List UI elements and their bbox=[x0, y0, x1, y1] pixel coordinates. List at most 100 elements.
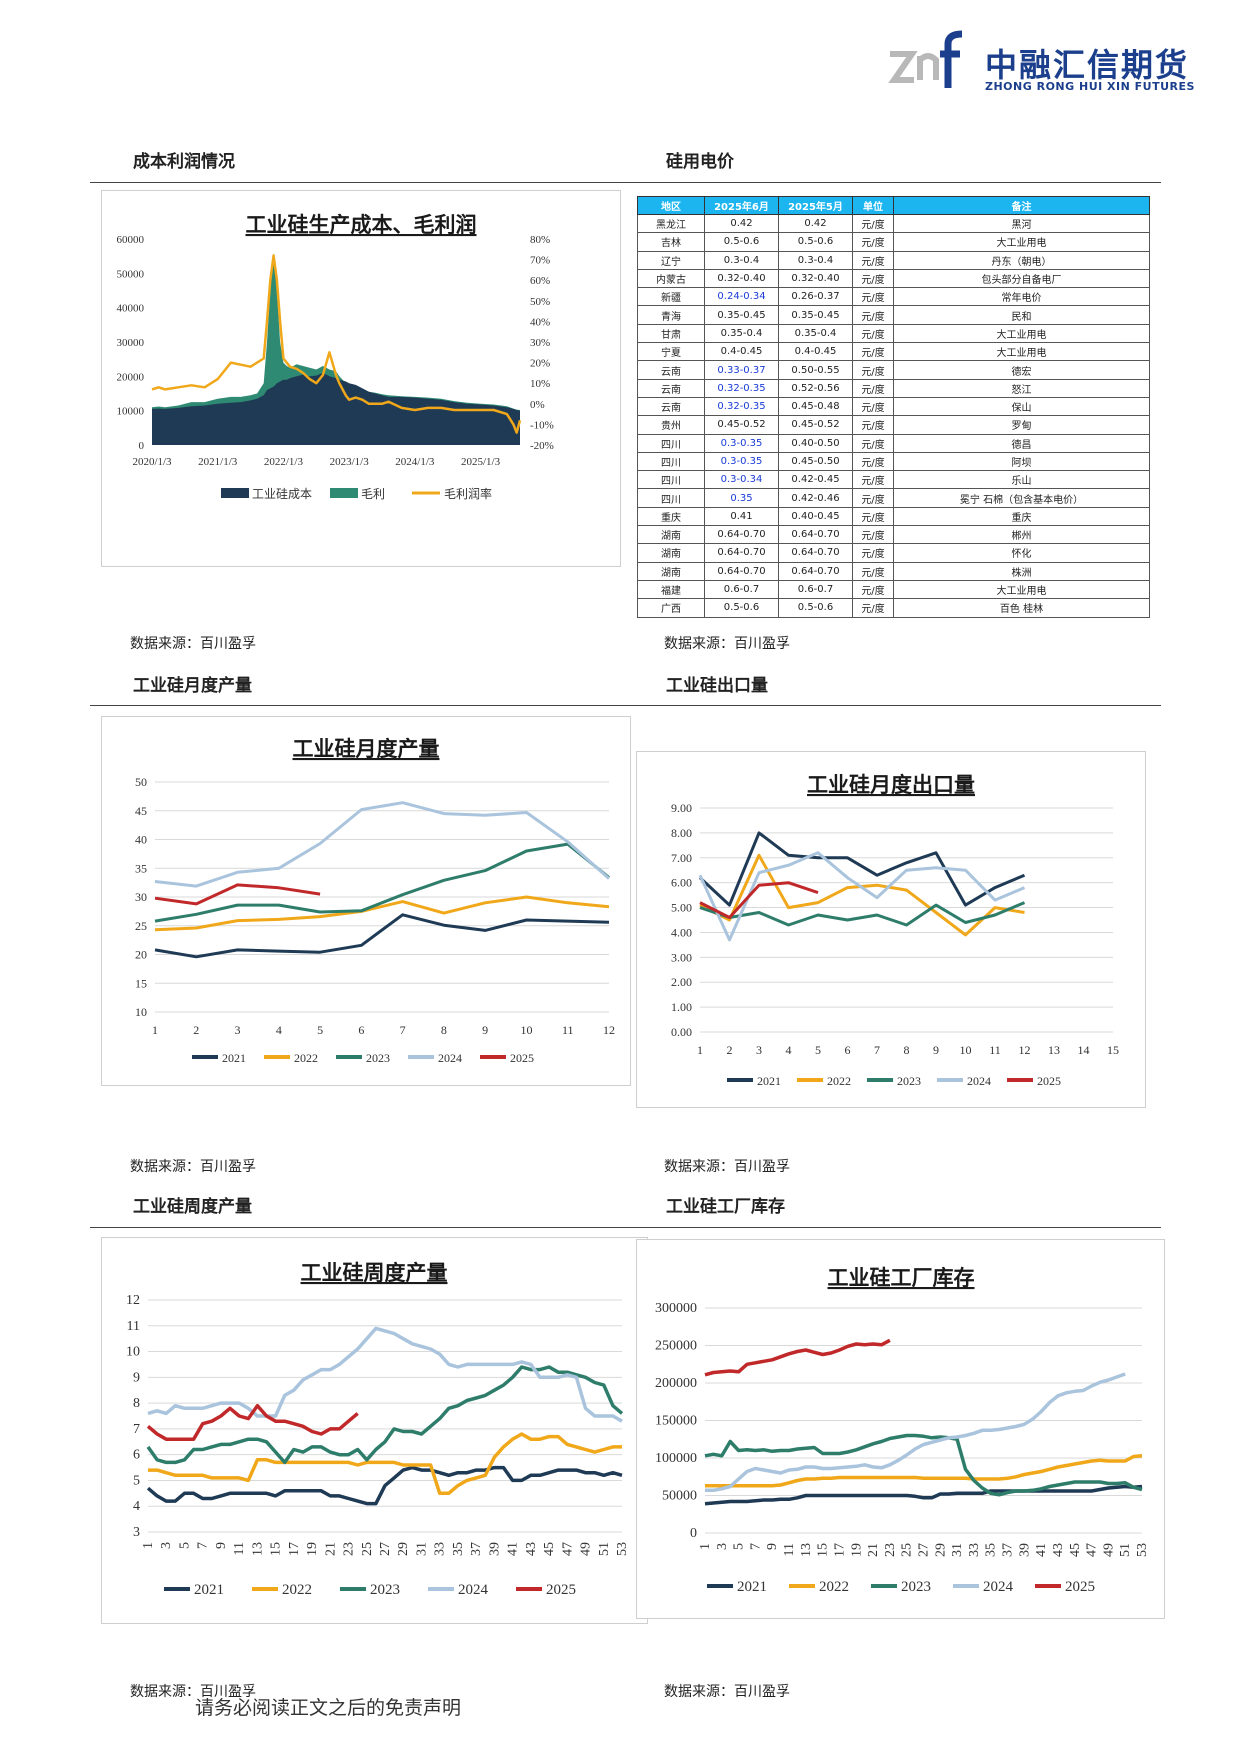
series-line-2021 bbox=[154, 913, 610, 959]
legend-label: 2025 bbox=[546, 1582, 576, 1598]
legend-label: 2022 bbox=[827, 1074, 851, 1088]
y-tick-label: 60000 bbox=[117, 234, 145, 246]
section-title-cost-profit: 成本利润情况 bbox=[133, 152, 235, 172]
x-tick-label: 2 bbox=[727, 1043, 733, 1057]
x-tick-label: 25 bbox=[360, 1542, 375, 1556]
may-price-cell: 0.40-0.45 bbox=[778, 506, 853, 527]
y-tick-label: 8.00 bbox=[671, 826, 692, 840]
company-logo-mark bbox=[888, 30, 963, 88]
y-tick-label: 3 bbox=[133, 1525, 140, 1540]
y-tick-label: 10 bbox=[126, 1345, 140, 1360]
x-tick-label: 11 bbox=[989, 1043, 1001, 1057]
x-tick-label: 13 bbox=[799, 1543, 814, 1557]
cost-profit-chart-frame: 工业硅生产成本、毛利润 0 10000 20000 30000 40000 50000 600… bbox=[101, 190, 621, 567]
series-line-2021 bbox=[146, 1465, 623, 1506]
may-price-cell: 0.5-0.6 bbox=[778, 232, 853, 252]
y-tick-label: 50000 bbox=[662, 1489, 697, 1504]
x-tick-label: 51 bbox=[1118, 1543, 1133, 1557]
y-right-tick-label: 10% bbox=[530, 378, 550, 390]
region-cell: 贵州 bbox=[637, 415, 705, 435]
y-right-tick-label: 30% bbox=[530, 337, 550, 349]
x-tick-label: 7 bbox=[196, 1542, 211, 1549]
y-tick-label: 25 bbox=[135, 919, 147, 933]
table-row: 云南 0.32-0.35 0.45-0.48 元/度 保山 bbox=[637, 396, 1150, 417]
unit-cell: 元/度 bbox=[852, 360, 894, 380]
y-tick-label: 2.00 bbox=[671, 975, 692, 989]
chart-title: 工业硅生产成本、毛利润 bbox=[246, 213, 477, 237]
table-row: 贵州 0.45-0.52 0.45-0.52 元/度 罗甸 bbox=[637, 415, 1150, 435]
jun-price-cell: 0.64-0.70 bbox=[704, 525, 779, 545]
legend-label: 2025 bbox=[1065, 1579, 1095, 1595]
y-tick-label: 3.00 bbox=[671, 950, 692, 964]
region-cell: 黑龙江 bbox=[637, 213, 705, 234]
region-cell: 重庆 bbox=[637, 506, 705, 527]
table-row: 四川 0.3-0.35 0.40-0.50 元/度 德昌 bbox=[637, 433, 1150, 453]
power-price-table: 地区 2025年6月 2025年5月 单位 备注 黑龙江 0.42 0.42 元/度黑… bbox=[637, 196, 1150, 618]
y-tick-label: 1.00 bbox=[671, 1000, 692, 1014]
y-tick-label: 4.00 bbox=[671, 925, 692, 939]
x-tick-label: 12 bbox=[1019, 1043, 1031, 1057]
region-cell: 广西 bbox=[637, 598, 705, 618]
unit-cell: 元/度 bbox=[852, 451, 894, 472]
data-source-note: 数据来源：百川盈孚 bbox=[664, 1159, 790, 1175]
region-cell: 辽宁 bbox=[637, 250, 705, 270]
series-line-2024 bbox=[705, 1372, 1126, 1493]
table-row: 广西 0.5-0.6 0.5-0.6 元/度 百色 桂林 bbox=[637, 598, 1150, 618]
may-price-cell: 0.5-0.6 bbox=[778, 598, 853, 618]
note-cell: 民和 bbox=[893, 305, 1150, 325]
jun-price-cell: 0.5-0.6 bbox=[704, 232, 779, 252]
data-source-note: 数据来源：百川盈孚 bbox=[664, 1684, 790, 1700]
legend-swatch-cost bbox=[221, 488, 249, 498]
x-tick-label: 2025/1/3 bbox=[461, 456, 501, 468]
y-tick-label: 0 bbox=[690, 1526, 697, 1541]
y-tick-label: 50000 bbox=[117, 268, 145, 280]
region-cell: 宁夏 bbox=[637, 342, 705, 362]
x-tick-label: 21 bbox=[323, 1542, 338, 1556]
company-name-cn: 中融汇信期货 bbox=[985, 46, 1190, 84]
x-tick-label: 5 bbox=[317, 1023, 323, 1037]
x-tick-label: 45 bbox=[1068, 1543, 1083, 1557]
table-row: 云南 0.32-0.35 0.52-0.56 元/度 怒江 bbox=[637, 378, 1150, 398]
note-cell: 大工业用电 bbox=[893, 579, 1150, 600]
note-cell: 罗甸 bbox=[893, 415, 1150, 435]
series-line-2022 bbox=[148, 1432, 622, 1496]
chart-title: 工业硅周度产量 bbox=[301, 1261, 448, 1285]
x-tick-label: 53 bbox=[1135, 1543, 1150, 1557]
x-tick-label: 9 bbox=[482, 1023, 488, 1037]
unit-cell: 元/度 bbox=[852, 488, 894, 508]
x-tick-label: 17 bbox=[287, 1542, 302, 1556]
table-row: 新疆 0.24-0.34 0.26-0.37 元/度 常年电价 bbox=[637, 287, 1150, 307]
x-tick-label: 21 bbox=[866, 1543, 881, 1557]
region-cell: 云南 bbox=[637, 396, 705, 417]
jun-price-cell: 0.3-0.4 bbox=[704, 250, 779, 270]
x-tick-label: 53 bbox=[615, 1542, 630, 1556]
jun-price-cell: 0.3-0.35 bbox=[704, 433, 779, 453]
note-cell: 株洲 bbox=[893, 561, 1150, 581]
y-tick-label: 5 bbox=[133, 1473, 140, 1488]
region-cell: 湖南 bbox=[637, 525, 705, 545]
unit-cell: 元/度 bbox=[852, 470, 894, 490]
x-tick-label: 49 bbox=[579, 1542, 594, 1556]
x-tick-label: 3 bbox=[159, 1542, 174, 1549]
table-row: 四川 0.35 0.42-0.46 元/度 冕宁 石棉（包含基本电价） bbox=[637, 488, 1150, 508]
unit-cell: 元/度 bbox=[852, 305, 894, 325]
y-tick-label: 6.00 bbox=[671, 876, 692, 890]
region-cell: 云南 bbox=[637, 378, 705, 398]
x-tick-label: 13 bbox=[1048, 1043, 1060, 1057]
x-tick-label: 2023/1/3 bbox=[330, 456, 370, 468]
section-divider bbox=[90, 705, 1161, 706]
y-tick-label: 7 bbox=[133, 1422, 140, 1437]
may-price-cell: 0.64-0.70 bbox=[778, 561, 853, 581]
table-row: 吉林 0.5-0.6 0.5-0.6 元/度 大工业用电 bbox=[637, 232, 1150, 252]
unit-cell: 元/度 bbox=[852, 543, 894, 563]
x-tick-label: 7 bbox=[748, 1543, 763, 1550]
unit-cell: 元/度 bbox=[852, 232, 894, 252]
x-tick-label: 33 bbox=[433, 1542, 448, 1556]
y-right-tick-label: -20% bbox=[530, 440, 554, 452]
x-tick-label: 5 bbox=[815, 1043, 821, 1057]
cost-profit-chart: 工业硅生产成本、毛利润 0 10000 20000 30000 40000 50000 600… bbox=[117, 213, 554, 501]
note-cell: 丹东（朝电） bbox=[893, 250, 1150, 270]
table-row: 四川 0.3-0.34 0.42-0.45 元/度 乐山 bbox=[637, 470, 1150, 490]
may-price-cell: 0.52-0.56 bbox=[778, 378, 853, 398]
unit-cell: 元/度 bbox=[852, 525, 894, 545]
